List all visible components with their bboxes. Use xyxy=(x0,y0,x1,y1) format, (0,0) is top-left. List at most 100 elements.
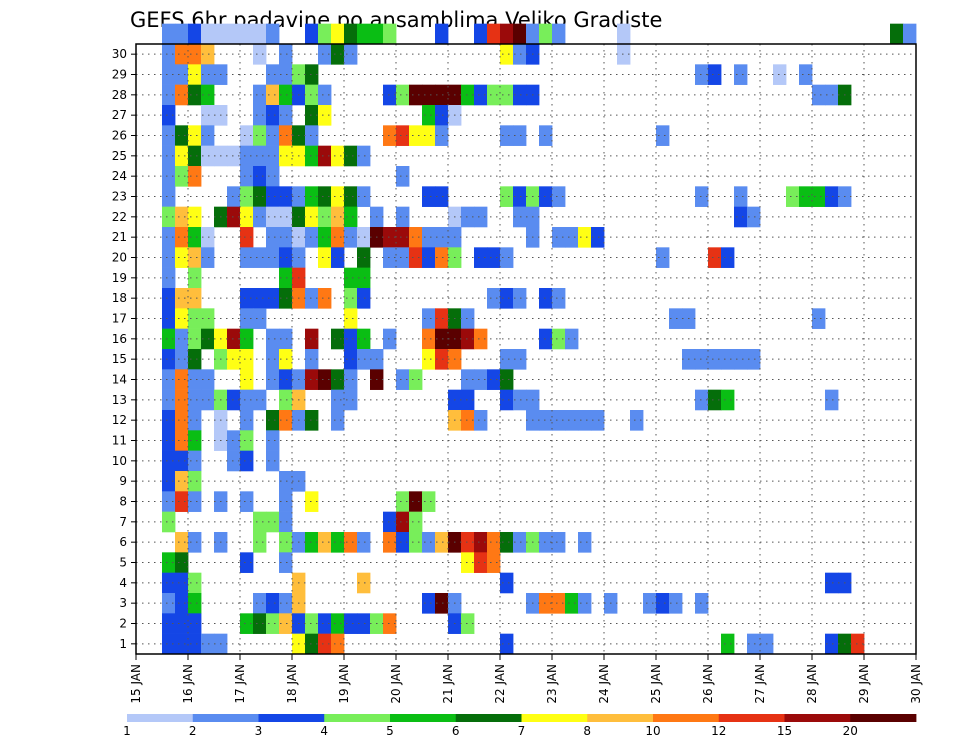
heatmap-cell xyxy=(396,247,410,268)
heatmap-cell xyxy=(669,593,683,614)
heatmap-cell xyxy=(851,633,865,655)
x-tick-label: 17 JAN xyxy=(233,664,247,704)
heatmap-cell xyxy=(500,247,514,268)
heatmap-cell xyxy=(162,511,176,533)
heatmap-cell xyxy=(188,410,202,431)
heatmap-cell xyxy=(708,64,722,85)
y-tick-label: 21 xyxy=(112,230,127,244)
grid-lines xyxy=(136,44,916,654)
heatmap-cell xyxy=(552,23,566,45)
heatmap-cell xyxy=(279,247,293,268)
heatmap-cell xyxy=(305,84,319,106)
heatmap-cell xyxy=(331,227,345,248)
x-axis-ticks: 15 JAN 16 JAN 17 JAN 18 JAN 19 JAN 20 JAN 21 J… xyxy=(129,654,923,704)
heatmap-cell xyxy=(201,308,215,329)
heatmap-cell xyxy=(500,288,514,309)
heatmap-cell xyxy=(240,491,254,512)
heatmap-cell xyxy=(344,613,358,634)
heatmap-cell xyxy=(162,23,176,45)
heatmap-cell xyxy=(201,145,215,167)
x-tick-label: 15 JAN xyxy=(129,664,143,704)
heatmap-cell xyxy=(344,23,358,45)
heatmap-cell xyxy=(201,23,215,45)
heatmap-cell xyxy=(266,247,280,268)
heatmap-cell xyxy=(552,288,566,309)
heatmap-cell xyxy=(305,491,319,512)
heatmap-cell xyxy=(825,633,839,655)
heatmap-cell xyxy=(279,288,293,309)
heatmap-cell xyxy=(175,430,189,451)
heatmap-cell xyxy=(305,288,319,309)
heatmap-cell xyxy=(266,125,280,146)
heatmap-cell xyxy=(747,633,761,655)
heatmap-cell xyxy=(279,105,293,126)
heatmap-cell xyxy=(331,186,345,207)
heatmap-cell xyxy=(305,105,319,126)
heatmap-cell xyxy=(305,64,319,85)
heatmap-cell xyxy=(357,227,371,248)
heatmap-cell xyxy=(266,64,280,85)
heatmap-cell xyxy=(188,44,202,65)
heatmap-cell xyxy=(474,369,488,390)
heatmap-cell xyxy=(266,145,280,167)
heatmap-cell xyxy=(253,288,267,309)
heatmap-cell xyxy=(396,166,410,187)
heatmap-cell xyxy=(279,145,293,167)
heatmap-cell xyxy=(175,84,189,106)
heatmap-cell xyxy=(812,84,826,106)
heatmap-cell xyxy=(695,64,709,85)
heatmap-cell xyxy=(240,552,254,573)
heatmap-cell xyxy=(253,23,267,45)
x-tick-label: 22 JAN xyxy=(493,664,507,704)
color-legend: 1 2 3 4 5 6 7 8 10 12 15 20 xyxy=(123,714,917,738)
heatmap-cell xyxy=(162,186,176,207)
heatmap-cell xyxy=(266,450,280,472)
heatmap-cell xyxy=(188,125,202,146)
legend-label: 2 xyxy=(189,724,197,738)
heatmap-cell xyxy=(565,410,579,431)
heatmap-cell xyxy=(383,247,397,268)
heatmap-cell xyxy=(201,389,215,411)
heatmap-cell xyxy=(279,64,293,85)
heatmap-cell xyxy=(162,64,176,85)
heatmap-cell xyxy=(162,227,176,248)
heatmap-cell xyxy=(357,532,371,553)
heatmap-cell xyxy=(435,247,449,268)
heatmap-cell xyxy=(188,267,202,289)
heatmap-cell xyxy=(162,206,176,228)
heatmap-cell xyxy=(357,247,371,268)
heatmap-cell xyxy=(383,23,397,45)
heatmap-cell xyxy=(474,532,488,553)
heatmap-cell xyxy=(279,471,293,492)
heatmap-cell xyxy=(279,613,293,634)
heatmap-cell xyxy=(266,349,280,370)
legend-label: 4 xyxy=(320,724,328,738)
heatmap-cell xyxy=(513,186,527,207)
heatmap-cell xyxy=(539,328,553,350)
heatmap-cell xyxy=(175,389,189,411)
heatmap-cell xyxy=(331,145,345,167)
heatmap-cell xyxy=(578,532,592,553)
heatmap-cell xyxy=(357,349,371,370)
legend-label: 15 xyxy=(777,724,792,738)
heatmap-cell xyxy=(435,532,449,553)
y-tick-label: 29 xyxy=(112,68,127,82)
heatmap-cell xyxy=(162,166,176,187)
heatmap-cell xyxy=(227,450,241,472)
heatmap-cell xyxy=(383,613,397,634)
heatmap-cell xyxy=(578,410,592,431)
heatmap-cell xyxy=(240,206,254,228)
heatmap-cell xyxy=(162,44,176,65)
heatmap-cell xyxy=(175,349,189,370)
heatmap-cell xyxy=(279,84,293,106)
heatmap-cell xyxy=(188,491,202,512)
y-tick-label: 26 xyxy=(112,129,127,143)
heatmap-cell xyxy=(175,633,189,655)
heatmap-cell xyxy=(188,389,202,411)
y-tick-label: 9 xyxy=(119,474,127,488)
heatmap-cell xyxy=(162,410,176,431)
heatmap-cell xyxy=(253,84,267,106)
heatmap-cell xyxy=(435,23,449,45)
heatmap-cell xyxy=(266,227,280,248)
heatmap-cell xyxy=(253,206,267,228)
